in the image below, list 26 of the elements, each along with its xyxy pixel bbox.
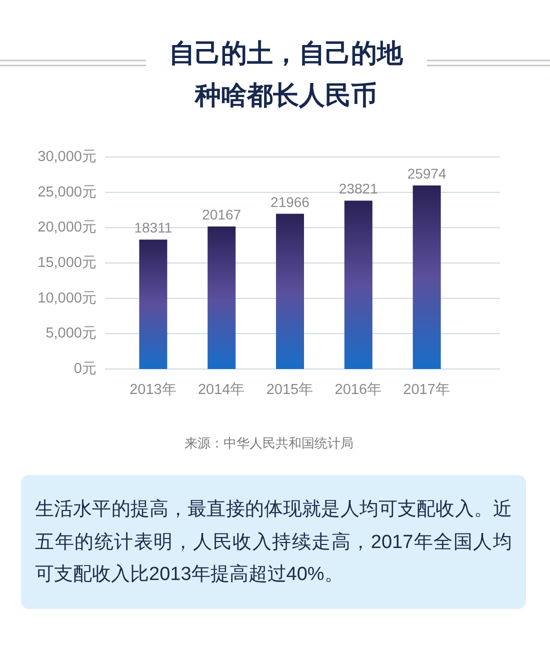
x-tick-label: 2013年 <box>130 381 177 398</box>
x-tick-label: 2016年 <box>334 381 382 398</box>
x-tick-label: 2015年 <box>266 381 314 398</box>
text: 生活水平的提高，最直接的体现就是人均可支配收入。近五年的统计表明，人民收入持续走高，2017年全国人均可支配收入比2013年提高超过40%。 <box>35 498 512 587</box>
y-tick-label: 30,000元 <box>38 149 97 165</box>
y-tick-label: 5,000元 <box>46 326 97 342</box>
data-label: 25974 <box>407 165 446 182</box>
x-tick-label: 2014年 <box>198 381 246 398</box>
y-tick-label: 15,000元 <box>38 255 97 271</box>
bar <box>276 214 304 369</box>
bar <box>344 200 372 369</box>
x-tick-label: 2017年 <box>403 381 450 398</box>
data-label: 23821 <box>338 180 378 197</box>
y-tick-label: 25,000元 <box>38 184 97 200</box>
data-label: 18311 <box>134 220 172 236</box>
y-tick-label: 10,000元 <box>38 290 97 306</box>
data-label: 21966 <box>270 194 310 210</box>
source-note: 来源：中华人民共和国统计局 <box>184 436 354 450</box>
bar <box>412 185 441 369</box>
bar <box>139 240 168 369</box>
y-tick-label: 20,000元 <box>38 220 97 236</box>
y-tick-label: 0元 <box>74 361 97 377</box>
chart-title: 自己的土，自己的地 <box>169 38 404 68</box>
bar <box>208 226 236 369</box>
chart-subtitle: 种啥都长人民币 <box>194 80 377 110</box>
data-label: 20167 <box>202 206 242 222</box>
